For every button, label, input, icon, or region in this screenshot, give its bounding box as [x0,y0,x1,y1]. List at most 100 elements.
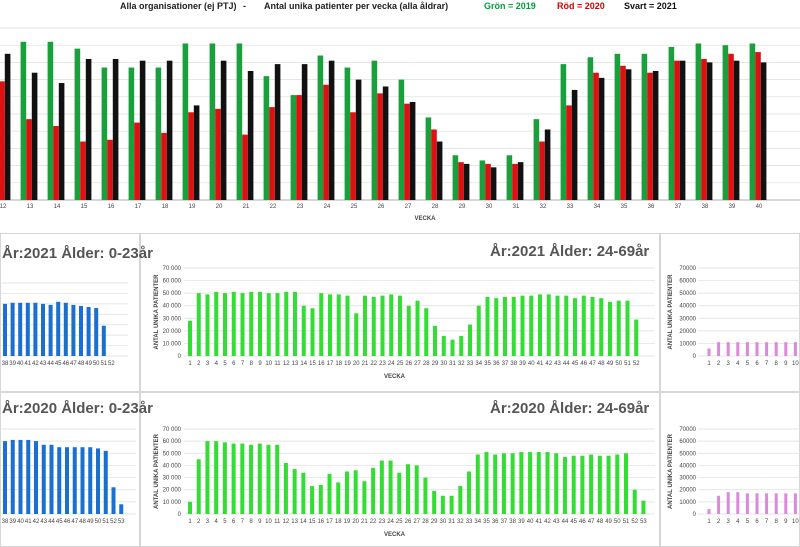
x-tick-label: 50 [615,361,622,367]
bar [745,342,749,356]
x-tick-label: 7 [765,361,769,367]
bar [620,65,626,200]
x-tick-label: 20 [353,361,360,367]
bar [668,46,675,200]
x-tick-label: 49 [85,361,92,367]
x-tick-label: 34 [475,361,482,367]
x-tick-label: 28 [423,361,430,367]
bar [72,447,77,514]
chart-subtitle: Antal unika patienter per vecka (alla ål… [264,1,448,11]
y-tick-label: 50 000 [163,451,182,457]
bar [458,162,464,200]
bar [119,504,124,514]
x-tick-label: 41 [25,519,32,525]
x-tick-label: 10 [792,519,799,525]
bar [449,495,454,514]
bar [726,342,730,356]
bar [79,305,83,356]
x-tick-label: 43 [554,361,561,367]
bar [519,452,524,514]
x-tick-label: 30 [486,204,493,210]
x-tick-label: 22 [370,519,377,525]
bar [231,291,236,356]
x-tick-label: 6 [232,361,236,367]
bar [53,126,59,200]
bar [319,293,324,356]
y-tick-label: 70 000 [163,266,182,272]
bar [726,492,730,514]
chart-2: 0 10 000 20 000 30 000 40 000 50 000 60 000 70 … [154,243,655,380]
bar [581,295,586,356]
x-tick-label: 9 [258,519,262,525]
bar [101,325,106,356]
bar [784,342,788,356]
bar [528,452,533,514]
bar [257,443,262,514]
x-tick-label: 16 [317,519,324,525]
bar [493,454,498,514]
bar [707,348,711,356]
bar [231,443,236,514]
bar [503,296,507,356]
y-tick-label: 10000 [679,341,696,347]
x-tick-label: 32 [457,519,464,525]
bar [415,300,420,356]
x-tick-label: 50 [614,519,621,525]
x-tick-label: 38 [702,204,709,210]
chart-3: 0 10000 20000 30000 40000 50000 60000 70000 ANTA… [668,266,800,367]
x-tick-label: 36 [648,204,655,210]
bar [214,291,219,356]
bar [274,64,281,201]
x-tick-label: 46 [579,519,586,525]
x-tick-label: 17 [135,204,142,210]
bar [538,294,542,356]
y-tick-label: 20000 [679,488,696,494]
bar [344,471,349,514]
bar [520,295,525,356]
bar [182,43,189,201]
bar [397,472,402,514]
x-tick-label: 42 [33,519,40,525]
bar [625,300,630,356]
x-tick-label: 5 [223,519,227,525]
x-tick-label: 50 [93,361,100,367]
x-axis-label: VECKA [384,532,406,538]
x-tick-label: 33 [466,519,473,525]
x-tick-label: 53 [118,519,125,525]
bar [292,469,297,514]
bar [606,455,611,514]
x-axis-label: VECKA [384,374,406,380]
x-tick-label: 9 [784,361,788,367]
bar [441,335,446,356]
bar [404,103,410,200]
x-tick-label: 45 [570,519,577,525]
x-tick-label: 52 [110,519,117,525]
y-tick-label: 30 000 [163,476,182,482]
y-tick-label: 30000 [679,316,696,322]
bar [111,487,116,514]
bar [134,122,140,200]
y-tick-label: 70000 [679,427,696,433]
x-tick-label: 18 [162,204,169,210]
bar [546,294,551,356]
bar [25,302,30,356]
bar [614,53,621,200]
x-tick-label: 2 [197,361,201,367]
x-tick-label: 4 [736,519,740,525]
bar [679,60,686,201]
bar [389,294,394,356]
bar [485,296,490,356]
x-tick-label: 4 [215,361,219,367]
x-tick-label: 51 [100,361,107,367]
x-axis-label: VECKA [414,216,436,222]
x-tick-label: 9 [784,519,788,525]
x-tick-label: 36 [493,361,500,367]
y-tick-label: 20 000 [163,488,182,494]
bar [529,295,534,356]
x-tick-label: 46 [62,361,69,367]
bar [647,72,653,200]
bar [214,441,219,514]
x-tick-label: 5 [746,519,750,525]
x-tick-label: 44 [48,519,55,525]
